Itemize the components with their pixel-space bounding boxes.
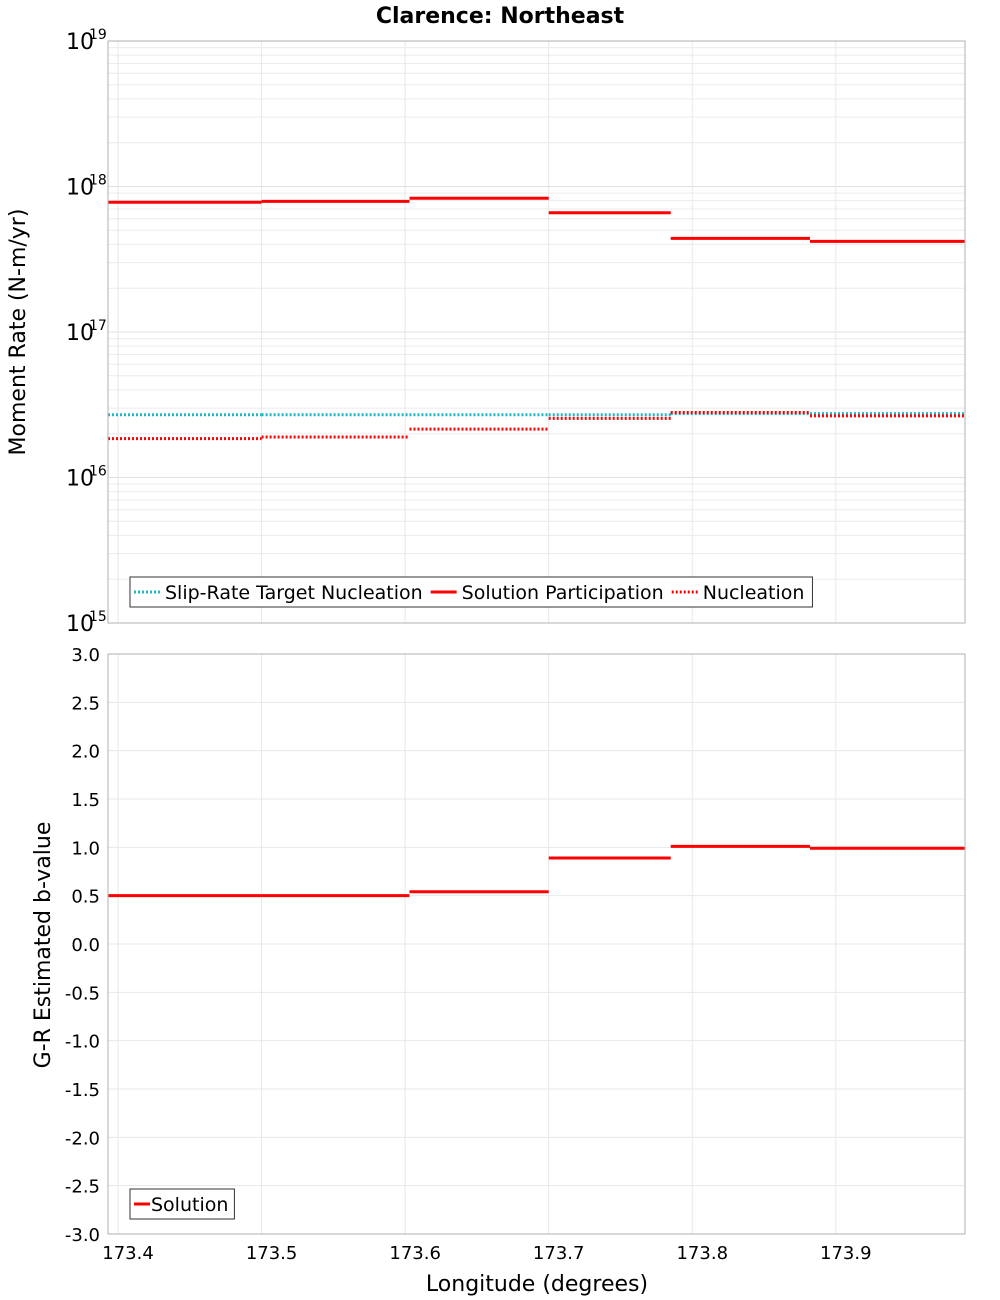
bottom-y-tick-label: -1.5	[65, 1080, 100, 1101]
bottom-y-tick-label: 0.5	[71, 887, 100, 908]
x-tick-label: 173.9	[820, 1243, 872, 1264]
bottom-y-tick-label: 1.5	[71, 790, 100, 811]
bottom-y-tick-label: 3.0	[71, 645, 100, 666]
x-tick-label: 173.4	[102, 1243, 154, 1264]
legend-label-1: Solution Participation	[462, 582, 664, 604]
bottom-y-tick-label: 2.5	[71, 693, 100, 714]
top-y-axis-label: Moment Rate (N-m/yr)	[6, 209, 31, 456]
x-tick-label: 173.8	[676, 1243, 728, 1264]
chart-title: Clarence: Northeast	[376, 4, 625, 29]
bottom-legend-label: Solution	[151, 1194, 228, 1216]
bottom-y-tick-label: -2.0	[65, 1128, 100, 1149]
x-axis-label: Longitude (degrees)	[426, 1272, 648, 1297]
bottom-y-tick-label: -3.0	[65, 1225, 100, 1246]
top-y-tick-label: 10	[66, 321, 94, 346]
top-y-tick-label: 10	[66, 612, 94, 637]
top-y-tick-label: 10	[66, 467, 94, 492]
legend-label-0: Slip-Rate Target Nucleation	[165, 582, 423, 604]
bottom-y-tick-label: -0.5	[65, 983, 100, 1004]
bottom-y-tick-label: 0.0	[71, 935, 100, 956]
bottom-y-axis-label: G-R Estimated b-value	[31, 822, 56, 1069]
legend-label-2: Nucleation	[703, 582, 805, 604]
top-y-tick-label: 10	[66, 176, 94, 201]
top-legend-box	[129, 576, 813, 608]
top-plot-frame	[107, 40, 966, 624]
top-y-tick-exponent: 15	[89, 609, 107, 625]
top-y-tick-label: 10	[66, 30, 94, 55]
x-tick-label: 173.5	[246, 1243, 298, 1264]
top-y-tick-exponent: 17	[89, 318, 107, 334]
x-tick-label: 173.6	[389, 1243, 441, 1264]
bottom-y-tick-label: -2.5	[65, 1177, 100, 1198]
bottom-plot-frame	[107, 653, 966, 1235]
bottom-y-tick-label: 1.0	[71, 838, 100, 859]
top-y-tick-exponent: 18	[89, 173, 107, 189]
top-y-tick-exponent: 19	[89, 27, 107, 43]
top-y-tick-exponent: 16	[89, 464, 107, 480]
bottom-y-tick-label: 2.0	[71, 742, 100, 763]
bottom-y-tick-label: -1.0	[65, 1032, 100, 1053]
x-tick-label: 173.7	[533, 1243, 585, 1264]
